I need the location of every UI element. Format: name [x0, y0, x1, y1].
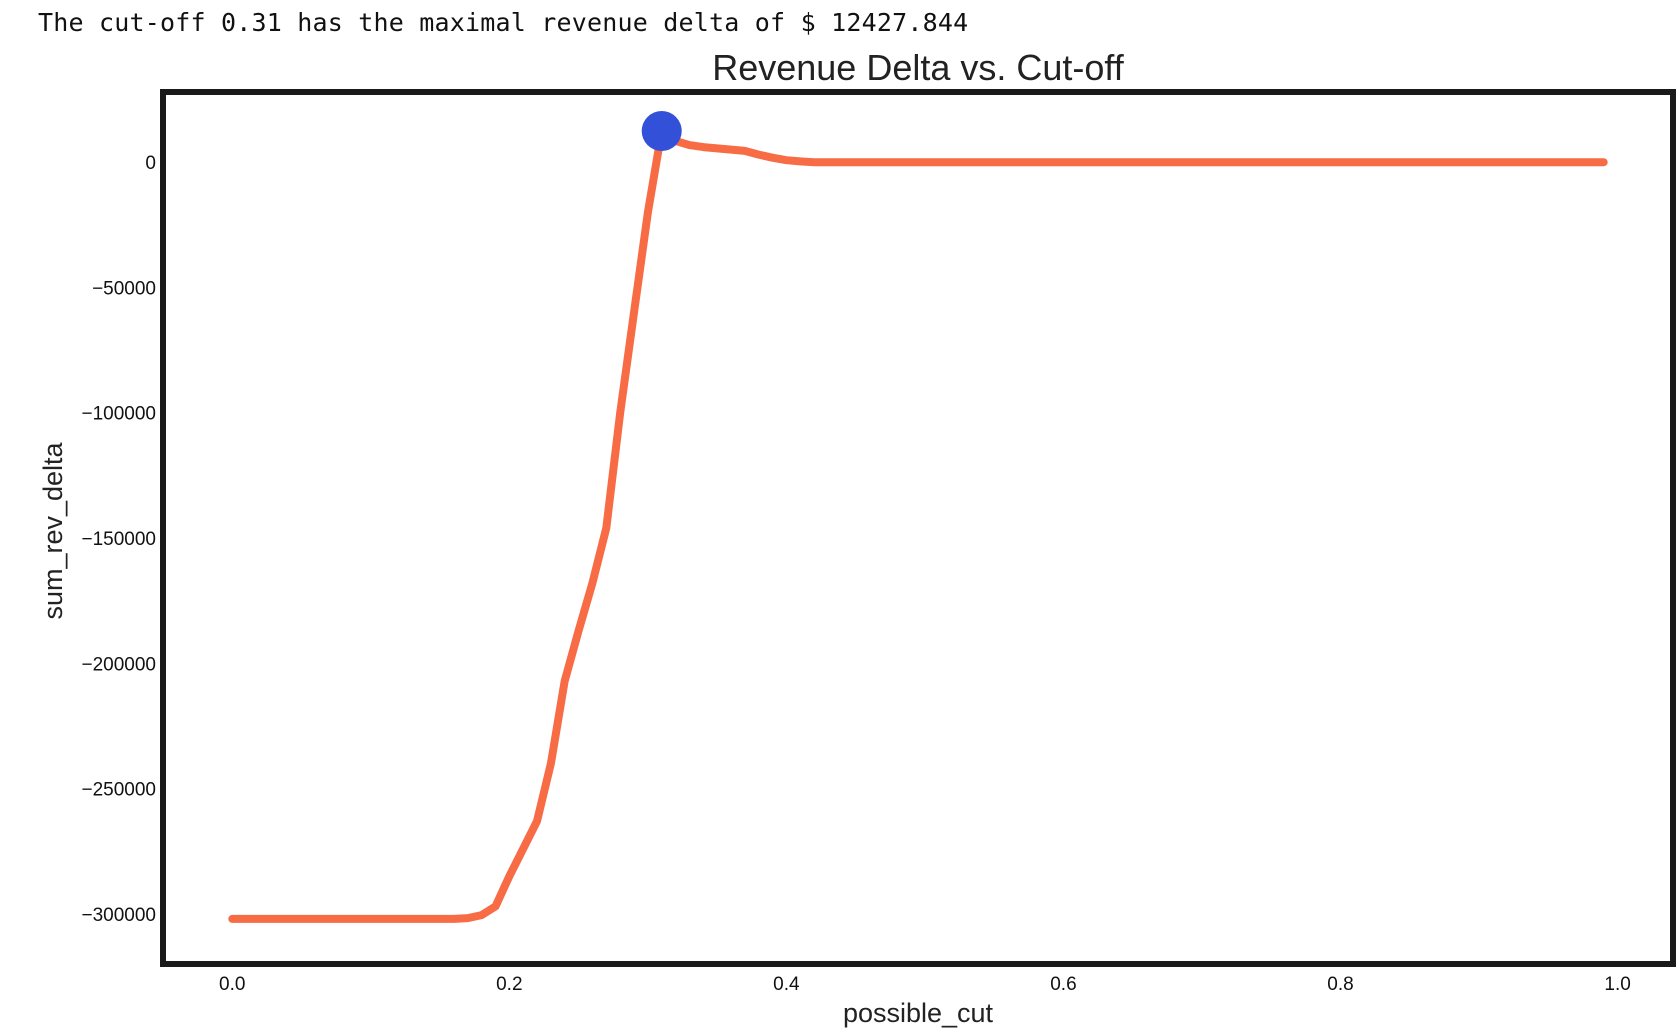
series-line-0: [228, 127, 1608, 923]
x-axis-label: possible_cut: [843, 998, 994, 1028]
plot-frame: [160, 89, 1676, 967]
max-delta-point: [641, 111, 682, 152]
y-tick-label: −250000: [82, 780, 157, 801]
x-tick-label: 1.0: [1604, 974, 1630, 995]
x-tick-label: 0.4: [773, 974, 800, 995]
x-tick-label: 0.8: [1327, 974, 1353, 995]
y-tick-label: −150000: [82, 529, 157, 550]
chart-title: Revenue Delta vs. Cut-off: [712, 47, 1125, 88]
y-tick-label: −50000: [92, 278, 156, 299]
output-text: The cut-off 0.31 has the maximal revenue…: [38, 8, 969, 37]
y-axis-label: sum_rev_delta: [38, 441, 68, 619]
x-tick-label: 0.2: [496, 974, 522, 995]
y-tick-label: −300000: [82, 905, 157, 926]
y-tick-label: 0: [145, 153, 156, 174]
x-tick-label: 0.6: [1050, 974, 1076, 995]
x-tick-label: 0.0: [219, 974, 245, 995]
y-tick-label: −100000: [82, 404, 157, 425]
y-tick-label: −200000: [82, 654, 157, 675]
